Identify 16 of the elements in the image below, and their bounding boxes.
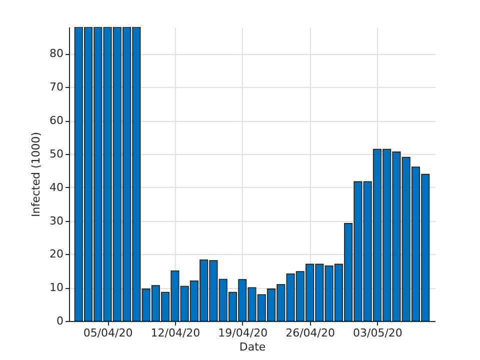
y-tick-label: 30 xyxy=(50,214,64,228)
x-tick-label: 05/04/20 xyxy=(83,326,133,340)
y-tick-label: 50 xyxy=(50,147,64,160)
y-tick-label: 80 xyxy=(50,47,64,60)
y-tick-label: 40 xyxy=(50,180,64,194)
y-tick-label: 0 xyxy=(56,314,64,328)
y-tick-label: 60 xyxy=(50,114,64,128)
x-tick-label: 19/04/20 xyxy=(218,326,268,340)
y-tick-label: 70 xyxy=(50,80,64,94)
x-tick-label: 12/04/20 xyxy=(150,326,200,340)
y-tick-label: 20 xyxy=(50,248,64,261)
y-tick-label: 10 xyxy=(50,281,64,294)
x-tick-label: 03/05/20 xyxy=(353,326,402,340)
y-axis-title: Infected (1000) xyxy=(30,132,43,218)
x-axis-title: Date xyxy=(239,340,266,354)
x-tick-label: 26/04/20 xyxy=(286,326,335,340)
